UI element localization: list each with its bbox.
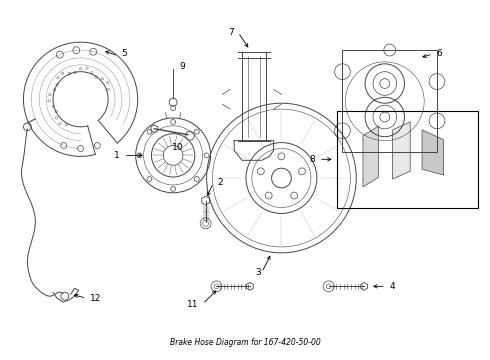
Text: 4: 4	[390, 282, 395, 291]
Polygon shape	[392, 122, 410, 179]
Bar	[343, 50, 437, 152]
Text: Brake Hose Diagram for 167-420-50-00: Brake Hose Diagram for 167-420-50-00	[170, 338, 320, 347]
Text: 6: 6	[436, 49, 442, 58]
Text: 2: 2	[218, 179, 223, 188]
Text: 12: 12	[91, 294, 102, 303]
Text: 5: 5	[121, 49, 127, 58]
Text: 9: 9	[179, 62, 185, 71]
Text: 10: 10	[172, 143, 184, 152]
Polygon shape	[422, 130, 443, 175]
Text: 8: 8	[309, 155, 315, 164]
Text: 7: 7	[228, 28, 234, 37]
Text: 11: 11	[187, 300, 199, 309]
Text: 1: 1	[114, 151, 120, 160]
Polygon shape	[363, 126, 379, 187]
Bar	[337, 111, 478, 208]
Text: 3: 3	[255, 268, 261, 277]
